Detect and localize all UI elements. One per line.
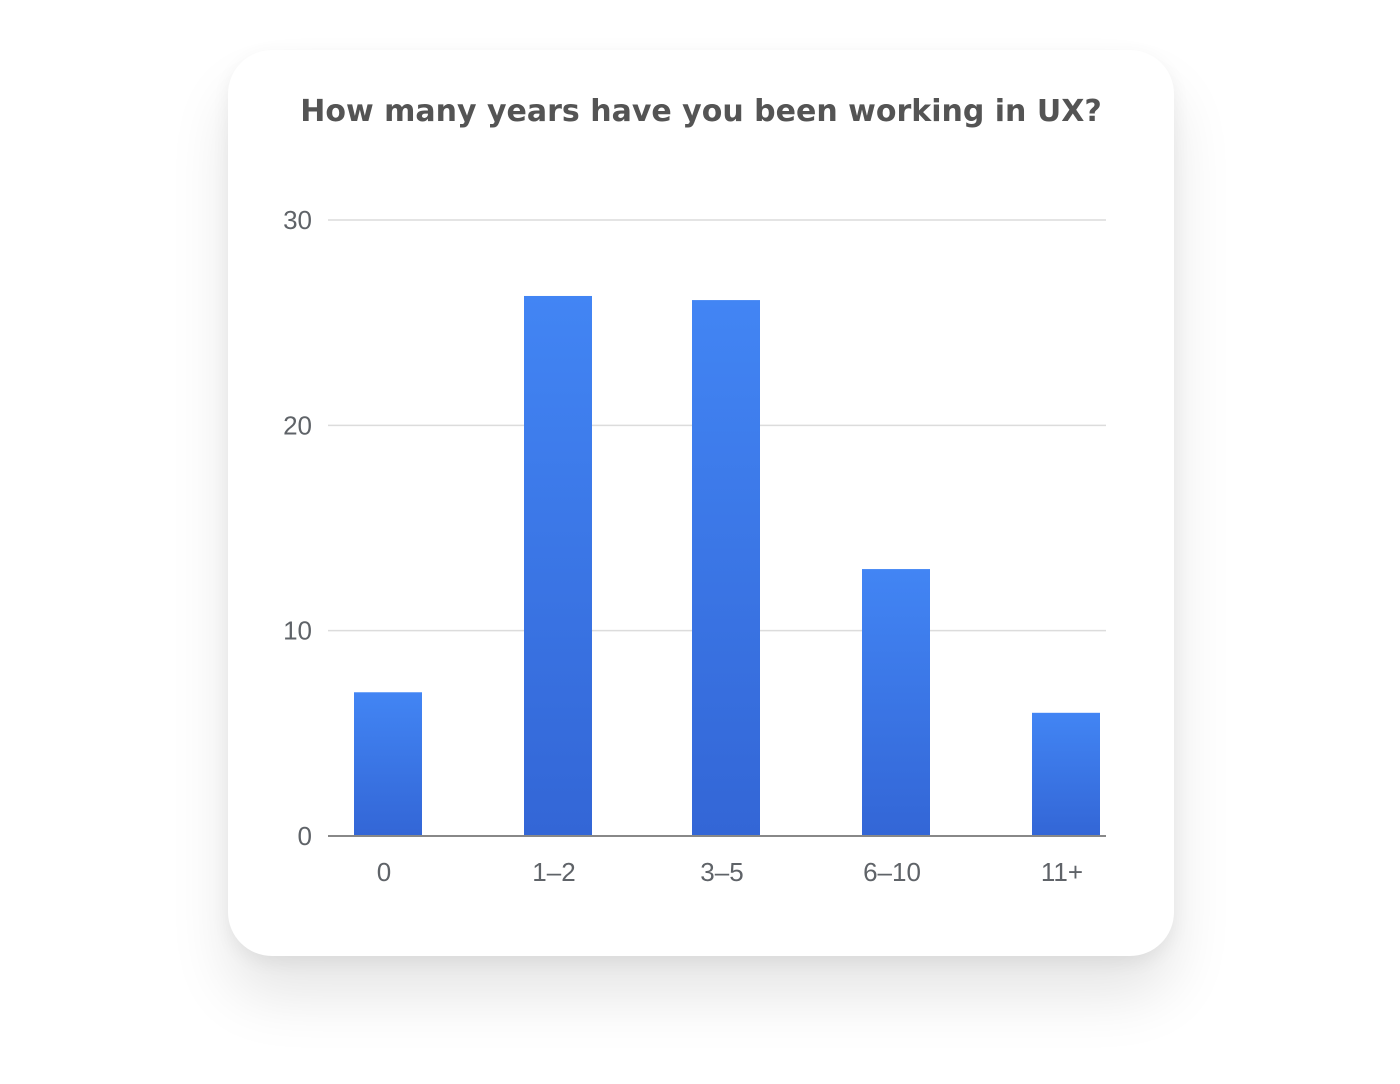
- x-tick-label: 3–5: [700, 857, 743, 887]
- x-tick-label: 11+: [1041, 857, 1083, 887]
- bar: [524, 295, 592, 836]
- y-tick-labels: 0 10 20 30: [283, 205, 312, 851]
- bar: [692, 300, 760, 836]
- chart-title: How many years have you been working in …: [300, 94, 1102, 129]
- bar-chart: 0 10 20 30 0 1–2 3–5 6–10 11+: [283, 205, 1106, 887]
- y-tick-label: 10: [283, 616, 312, 646]
- bar: [1032, 712, 1100, 836]
- chart-card: How many years have you been working in …: [228, 50, 1174, 956]
- x-tick-label: 6–10: [863, 857, 921, 887]
- y-tick-label: 20: [283, 410, 312, 440]
- y-tick-label: 30: [283, 205, 312, 235]
- bars: [354, 295, 1100, 836]
- x-tick-label: 0: [377, 857, 391, 887]
- bar: [862, 569, 930, 836]
- x-tick-labels: 0 1–2 3–5 6–10 11+: [377, 857, 1083, 887]
- bar: [354, 692, 422, 836]
- y-tick-label: 0: [298, 821, 312, 851]
- x-tick-label: 1–2: [532, 857, 575, 887]
